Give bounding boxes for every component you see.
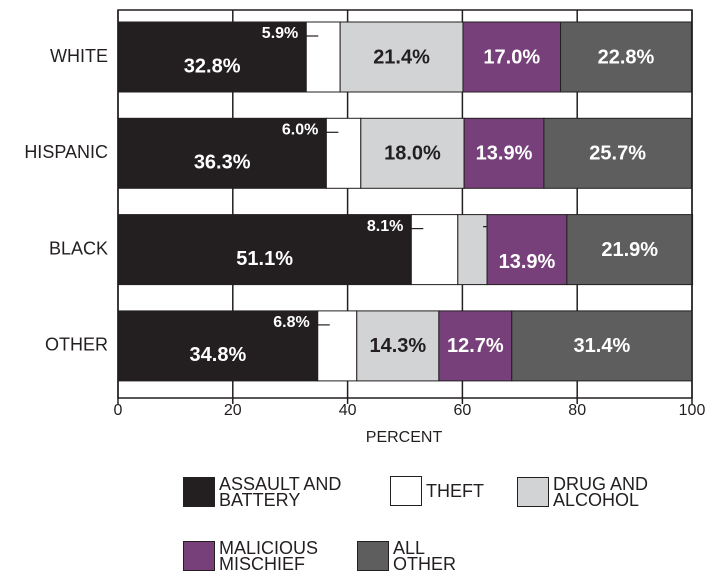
x-tick-label: 80 (568, 402, 586, 419)
data-label: 32.8% (184, 55, 241, 77)
data-label: 5.9% (262, 25, 298, 42)
data-label: 21.4% (373, 46, 430, 68)
x-tick-label: 0 (114, 402, 123, 419)
x-tick-label: 40 (339, 402, 357, 419)
bar-segment (356, 310, 440, 382)
legend-swatch (357, 541, 389, 571)
data-label: 34.8% (190, 344, 247, 366)
data-label: 6.8% (273, 314, 309, 331)
legend-swatch (390, 476, 422, 506)
legend-label: THEFT (426, 481, 484, 501)
legend-swatch (517, 477, 549, 507)
bar-segment (117, 21, 307, 93)
legend-label: MALICIOUS MISCHIEF (219, 538, 319, 571)
bar-segment (543, 117, 692, 189)
legend-label: ALL OTHER (393, 538, 456, 571)
bar-segment (317, 310, 358, 382)
bar-segment (410, 214, 459, 286)
data-label: 51.1% (236, 248, 293, 270)
legend-label: ASSAULT AND BATTERY (219, 474, 342, 510)
x-axis-label: PERCENT (366, 429, 443, 446)
data-label: 21.9% (601, 239, 658, 261)
data-label: 13.9% (476, 143, 533, 165)
data-label: 6.0% (282, 122, 318, 139)
bar-segment (305, 21, 341, 93)
bar-segment (438, 310, 513, 382)
data-label: 31.4% (574, 335, 631, 357)
data-label: 14.3% (369, 335, 426, 357)
y-tick-label: WHITE (50, 46, 108, 66)
data-label: 25.7% (589, 143, 646, 165)
bar-segment (117, 117, 327, 189)
legend-label: DRUG AND ALCOHOL (553, 474, 649, 510)
bar-segment (463, 117, 545, 189)
bar-segment (117, 214, 412, 286)
bar-segment (325, 117, 362, 189)
legend-entry: ASSAULT AND BATTERY (183, 474, 351, 510)
data-label: 36.3% (194, 152, 251, 174)
plot-frame (117, 9, 693, 399)
bar-segment (560, 21, 692, 93)
data-label: 18.0% (384, 143, 441, 165)
legend-swatch (183, 541, 215, 571)
y-tick-label: OTHER (45, 335, 108, 355)
bar-segment (486, 214, 568, 286)
data-label: 13.9% (499, 251, 556, 273)
legend-entry: ALL OTHER (357, 538, 456, 571)
bar-segment (457, 214, 488, 286)
data-label: 17.0% (483, 46, 540, 68)
legend-entry: MALICIOUS MISCHIEF (183, 538, 339, 571)
data-label: 22.8% (598, 46, 655, 68)
y-tick-label: HISPANIC (24, 142, 108, 162)
y-tick-label: BLACK (49, 238, 108, 258)
legend-swatch (183, 477, 215, 507)
x-tick-label: 100 (679, 402, 706, 419)
x-tick-label: 60 (454, 402, 472, 419)
bar-segment (339, 21, 464, 93)
data-label: 12.7% (447, 335, 504, 357)
legend-entry: THEFT (390, 476, 506, 506)
bar-segment (117, 310, 319, 382)
x-tick-label: 20 (224, 402, 242, 419)
legend-entry: DRUG AND ALCOHOL (517, 474, 673, 510)
bar-segment (360, 117, 465, 189)
data-label: 8.1% (367, 218, 403, 235)
bar-segment (462, 21, 562, 93)
bar-segment (511, 310, 693, 382)
plot: PERCENT 0 20 40 60 80 100 WHITE 32.8% 5.9% 21.4% 1… (24, 9, 706, 446)
